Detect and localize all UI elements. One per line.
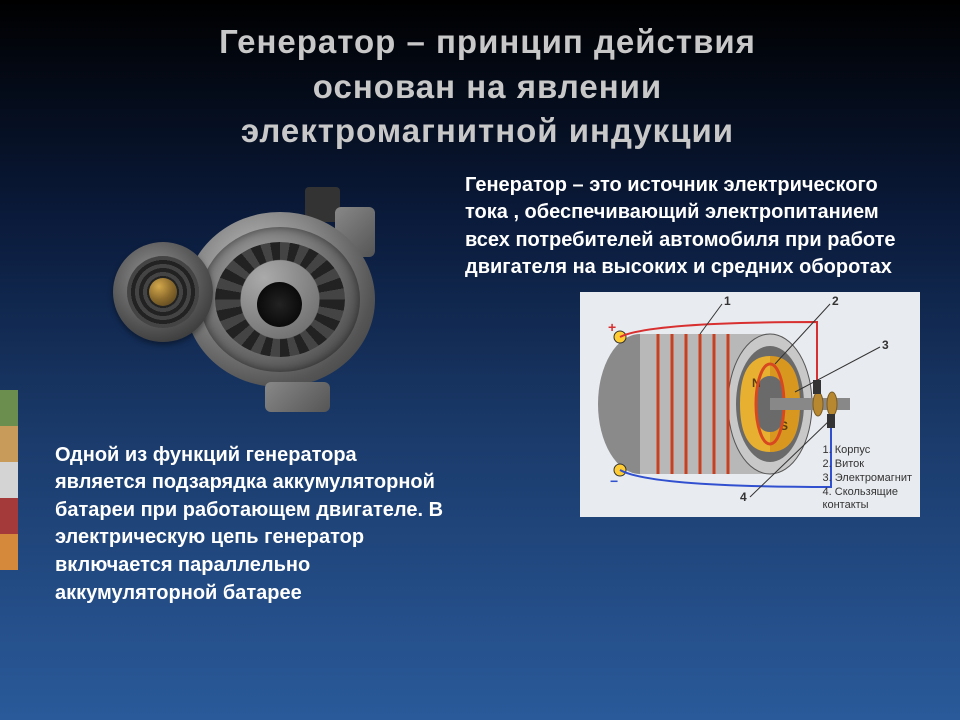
legend-item: 3. Электромагнит bbox=[823, 472, 912, 486]
generator-body bbox=[185, 212, 375, 387]
function-text: Одной из функций генератора является под… bbox=[55, 442, 445, 608]
title-line: электромагнитной индукции bbox=[241, 112, 734, 149]
generator-diagram: N S bbox=[580, 292, 920, 517]
legend-item: 4. Скользящие bbox=[823, 486, 912, 500]
legend-item: 1. Корпус bbox=[823, 444, 912, 458]
callout-4: 4 bbox=[740, 490, 747, 504]
definition-text: Генератор – это источник электрического … bbox=[465, 172, 920, 282]
legend-item: контакты bbox=[823, 499, 912, 513]
content-row: Одной из функций генератора является под… bbox=[55, 172, 920, 608]
callout-3: 3 bbox=[882, 338, 889, 352]
callout-2: 2 bbox=[832, 294, 839, 308]
callout-1: 1 bbox=[724, 294, 731, 308]
title-line: Генератор – принцип действия bbox=[219, 23, 756, 60]
generator-pulley bbox=[113, 242, 213, 342]
left-column: Одной из функций генератора является под… bbox=[55, 172, 445, 608]
generator-center bbox=[257, 282, 302, 327]
title-line: основан на явлении bbox=[313, 68, 662, 105]
legend-item: 2. Виток bbox=[823, 458, 912, 472]
right-column: Генератор – это источник электрического … bbox=[465, 172, 920, 608]
generator-photo bbox=[95, 172, 405, 422]
diagram-legend: 1. Корпус 2. Виток 3. Электромагнит 4. С… bbox=[823, 444, 912, 513]
generator-mount bbox=[265, 382, 330, 412]
slide: Генератор – принцип действия основан на … bbox=[0, 0, 960, 720]
slide-title: Генератор – принцип действия основан на … bbox=[55, 20, 920, 154]
svg-text:−: − bbox=[610, 473, 618, 489]
svg-text:+: + bbox=[608, 319, 616, 335]
